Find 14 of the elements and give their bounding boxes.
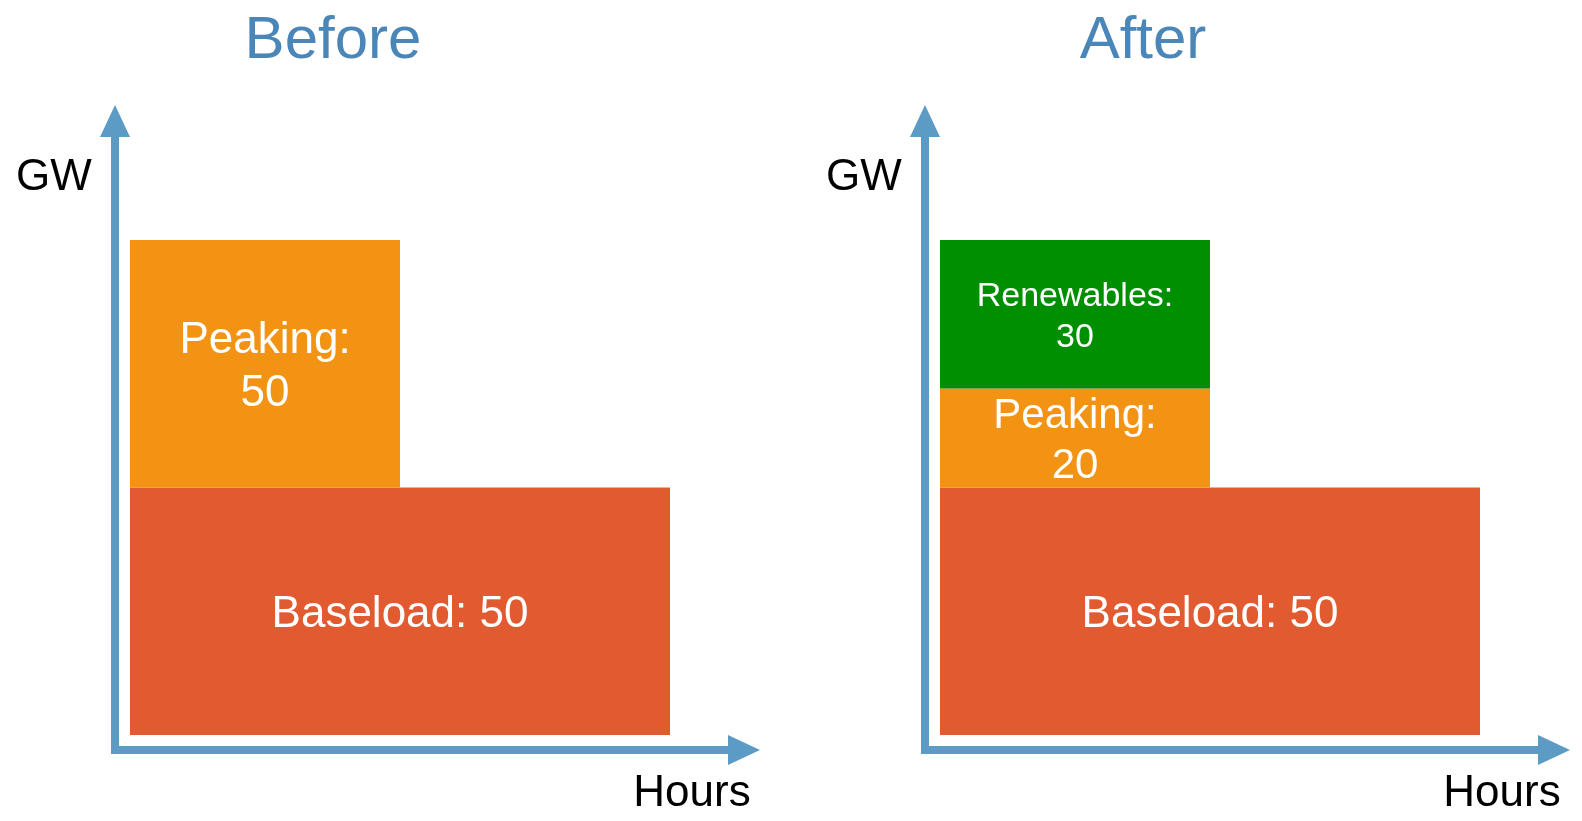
data-label: 50 [240, 365, 290, 415]
series-label: Peaking: [993, 389, 1157, 437]
text: Baseload: 50 [1081, 586, 1339, 636]
data-label: 20 [1051, 439, 1099, 487]
x-axis-title: Hours [1443, 766, 1561, 815]
x-axis-title: Hours [633, 766, 751, 815]
chart-title: After [1079, 4, 1207, 71]
chart-title: Before [244, 4, 422, 71]
text: Baseload: 50 [271, 586, 529, 636]
series-label: Peaking: [179, 312, 351, 362]
y-axis-title: GW [16, 150, 93, 199]
y-axis-title: GW [826, 150, 903, 199]
data-label: 30 [1056, 315, 1094, 354]
series-label: Renewables: [976, 274, 1174, 313]
